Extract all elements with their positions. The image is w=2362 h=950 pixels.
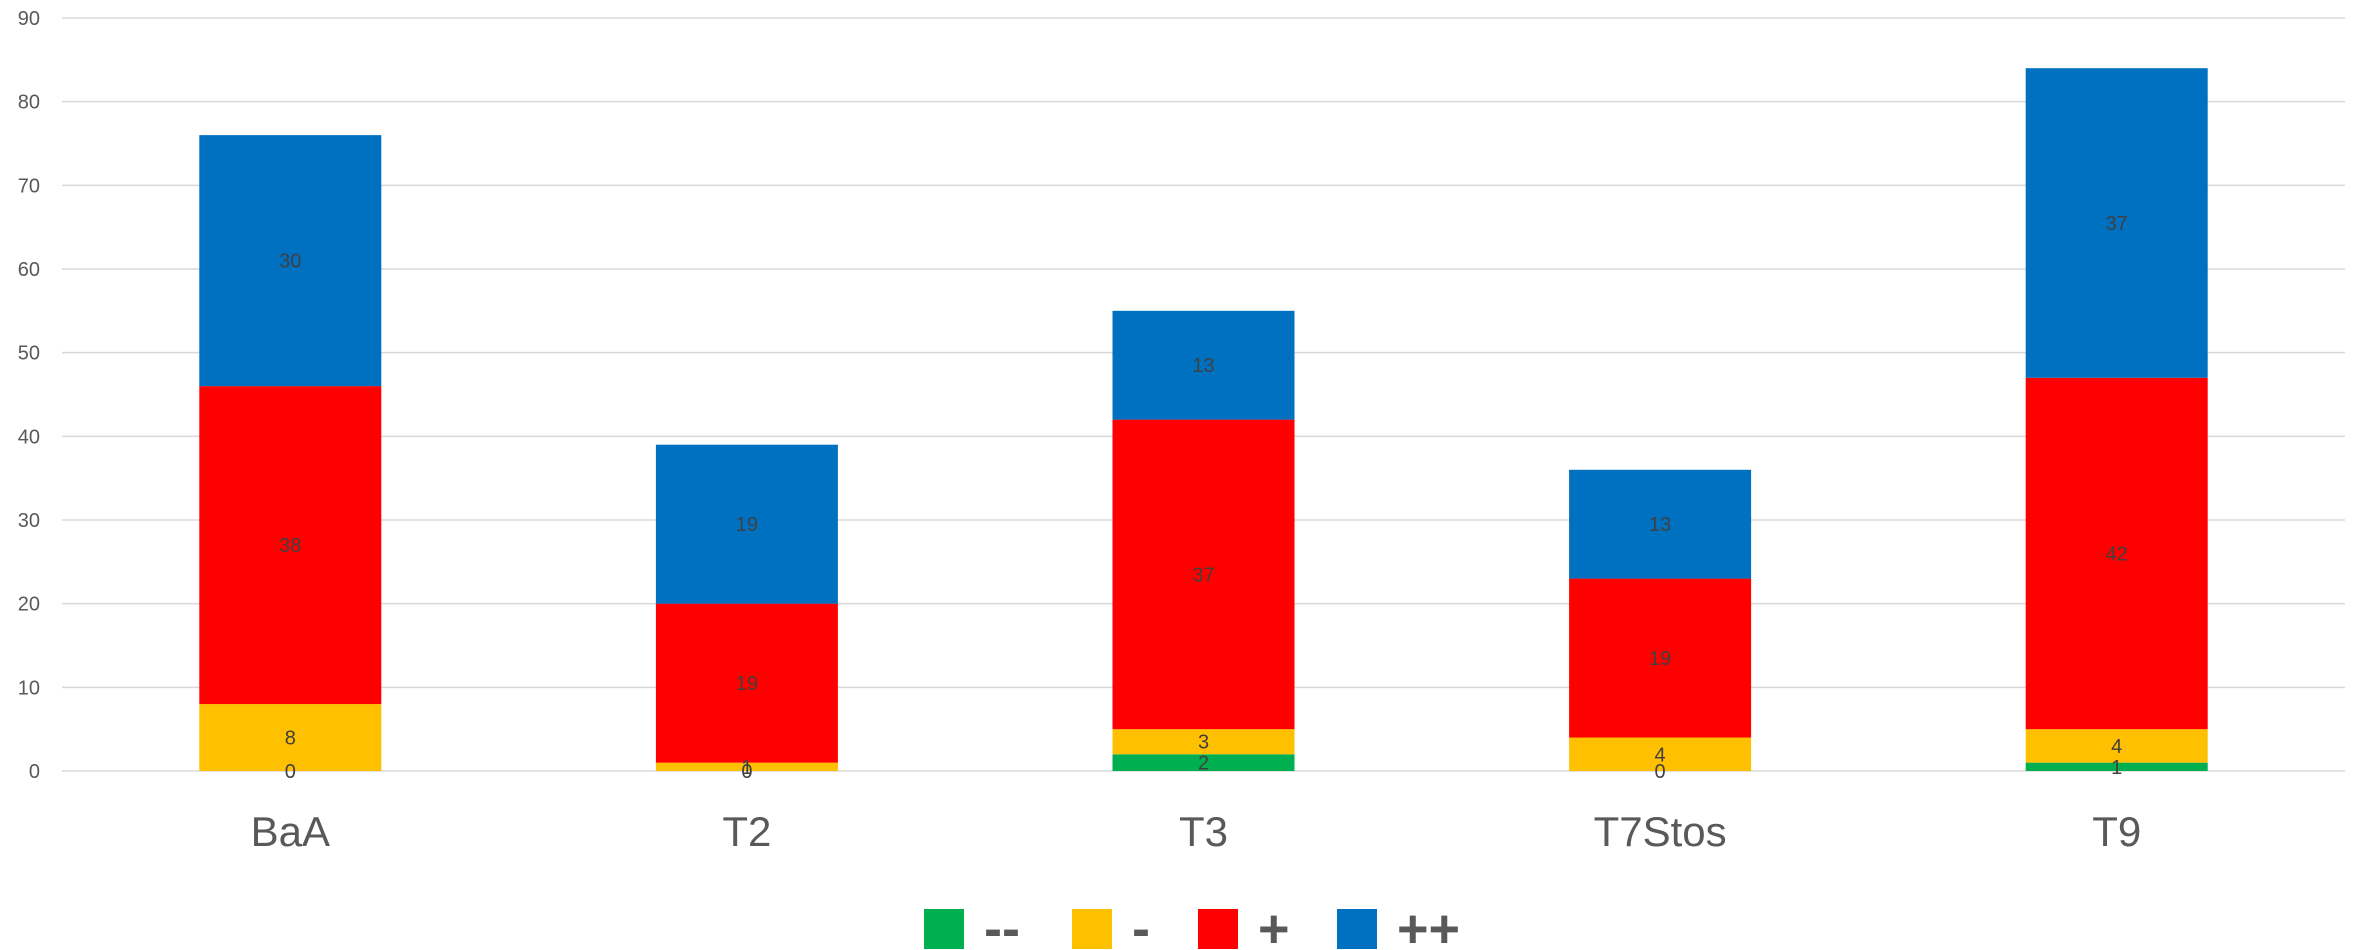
bar-segment — [1112, 310, 1295, 420]
data-label: 19 — [1649, 648, 1671, 670]
legend: -- - + ++ — [924, 899, 1460, 950]
bar-segment — [199, 386, 382, 705]
bar-segment — [2025, 377, 2208, 730]
legend-swatch — [924, 909, 964, 949]
data-label: 4 — [1655, 744, 1666, 766]
data-label: 13 — [1649, 514, 1671, 536]
data-label: 13 — [1192, 355, 1214, 377]
data-label: 0 — [1655, 761, 1666, 783]
data-label: 4 — [2111, 736, 2122, 758]
bar-segment — [2025, 762, 2208, 771]
y-axis-ticks: 0 10 20 30 40 50 60 70 80 90 — [18, 8, 40, 783]
bar-segment — [199, 135, 382, 387]
y-tick-label: 0 — [29, 761, 40, 783]
y-tick-label: 60 — [18, 259, 40, 281]
data-label: 38 — [279, 535, 301, 557]
y-tick-label: 20 — [18, 594, 40, 616]
data-label: 1 — [2111, 757, 2122, 779]
data-label: 0 — [285, 761, 296, 783]
y-tick-label: 90 — [18, 8, 40, 30]
legend-swatch — [1337, 909, 1377, 949]
bar-segment — [1112, 754, 1295, 771]
bar-segment — [1569, 469, 1752, 579]
bar-segment — [199, 704, 382, 771]
x-category-label: T7Stos — [1594, 808, 1727, 855]
bar-segment — [655, 762, 838, 771]
y-tick-label: 80 — [18, 92, 40, 114]
data-label: 1 — [741, 757, 752, 779]
y-tick-label: 30 — [18, 510, 40, 532]
bar-segment — [1569, 737, 1752, 771]
data-label: 3 — [1198, 732, 1209, 754]
x-category-label: T2 — [722, 808, 771, 855]
bar-segment — [1112, 419, 1295, 730]
x-category-label: T3 — [1179, 808, 1228, 855]
data-label: 8 — [285, 728, 296, 750]
x-category-label: T9 — [2092, 808, 2141, 855]
bar-segment — [655, 444, 838, 604]
legend-swatch — [1072, 909, 1112, 949]
y-tick-label: 70 — [18, 175, 40, 197]
bar-segment — [655, 603, 838, 763]
legend-label: -- — [984, 899, 1020, 950]
bar-segment — [2025, 729, 2208, 763]
data-label: 30 — [279, 251, 301, 273]
legend-label: - — [1132, 899, 1150, 950]
legend-swatch — [1198, 909, 1238, 949]
y-tick-label: 10 — [18, 677, 40, 699]
x-axis-categories: BaA T2 T3 T7Stos T9 — [251, 808, 2142, 855]
legend-label: + — [1258, 899, 1290, 950]
y-tick-label: 50 — [18, 343, 40, 365]
data-label: 0 — [741, 761, 752, 783]
x-category-label: BaA — [251, 808, 330, 855]
legend-label: ++ — [1397, 899, 1460, 950]
data-label: 2 — [1198, 753, 1209, 775]
bar-segment — [1112, 729, 1295, 755]
bar-segment — [2025, 68, 2208, 378]
y-tick-label: 40 — [18, 426, 40, 448]
data-label: 19 — [736, 514, 758, 536]
bars — [199, 68, 2208, 771]
data-label: 42 — [2106, 543, 2128, 565]
data-label: 37 — [1192, 564, 1214, 586]
bar-segment — [1569, 578, 1752, 738]
data-label: 19 — [736, 673, 758, 695]
data-label: 37 — [2106, 213, 2128, 235]
